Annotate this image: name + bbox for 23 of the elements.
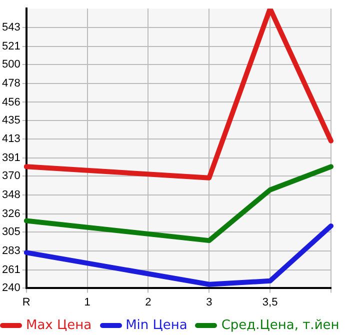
y-tick-label: 478 bbox=[2, 77, 20, 90]
y-tick-label: 240 bbox=[2, 282, 20, 294]
y-tick-label: 500 bbox=[2, 58, 20, 70]
x-tick-label: 3 bbox=[206, 296, 212, 308]
y-tick-label: 391 bbox=[2, 152, 20, 164]
y-tick-label: 456 bbox=[2, 96, 20, 108]
y-tick-label: 435 bbox=[2, 114, 20, 126]
legend-label: Min Цена bbox=[124, 318, 188, 333]
x-tick-label: R bbox=[22, 296, 30, 308]
y-tick-label: 413 bbox=[2, 133, 20, 146]
y-tick-label: 348 bbox=[2, 189, 20, 202]
x-tick-label: 3,5 bbox=[262, 296, 278, 308]
y-tick-label: 261 bbox=[2, 264, 20, 276]
y-tick-label: 521 bbox=[2, 40, 20, 52]
y-tick-label: 543 bbox=[2, 22, 20, 34]
x-tick-label: 2 bbox=[145, 296, 152, 308]
y-tick-label: 370 bbox=[2, 170, 20, 182]
x-tick-label: 1 bbox=[84, 296, 90, 308]
legend-label: Max Цена bbox=[25, 318, 92, 333]
legend-label: Сред.Цена, т.йен bbox=[220, 318, 340, 333]
y-tick-label: 305 bbox=[2, 226, 20, 238]
y-tick-label: 326 bbox=[2, 208, 20, 220]
y-tick-label: 283 bbox=[2, 244, 20, 257]
